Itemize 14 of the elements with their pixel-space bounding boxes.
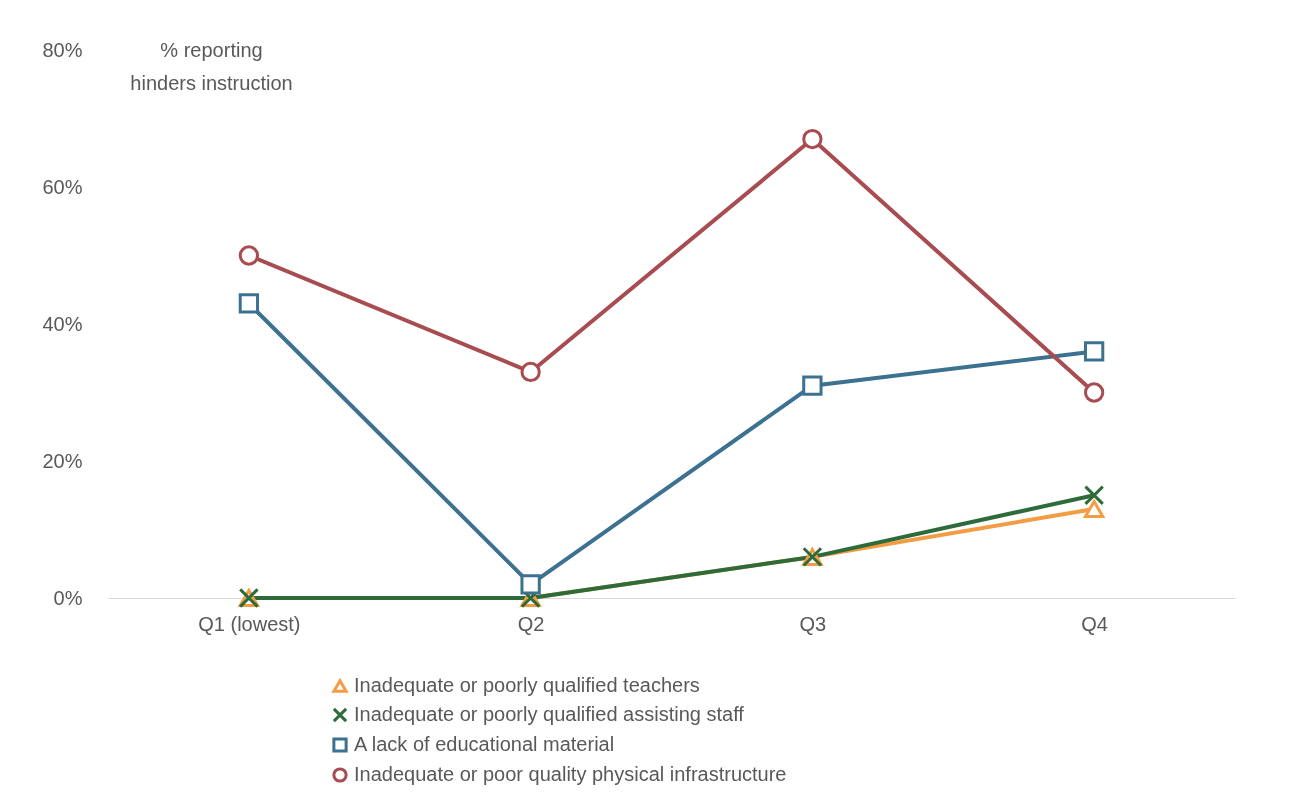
legend-label: A lack of educational material bbox=[354, 733, 615, 755]
y-axis-title: % reporting hinders instruction bbox=[130, 38, 293, 94]
x-tick-label: Q2 bbox=[517, 612, 545, 635]
x-tick-label: Q3 bbox=[799, 612, 827, 635]
y-tick-label: 40% bbox=[42, 312, 83, 335]
y-tick-label: 20% bbox=[42, 449, 83, 472]
y-tick-label: 80% bbox=[42, 38, 83, 61]
legend-label: Inadequate or poor quality physical infrastructure bbox=[354, 763, 787, 785]
y-tick-label: 0% bbox=[53, 586, 83, 609]
x-tick-label: Q4 bbox=[1081, 612, 1108, 635]
legend-label: Inadequate or poorly qualified teachers bbox=[354, 674, 700, 696]
y-tick-label: 60% bbox=[42, 175, 83, 198]
x-tick-label: Q1 (lowest) bbox=[198, 612, 301, 635]
legend-label: Inadequate or poorly qualified assisting staff bbox=[354, 703, 745, 725]
